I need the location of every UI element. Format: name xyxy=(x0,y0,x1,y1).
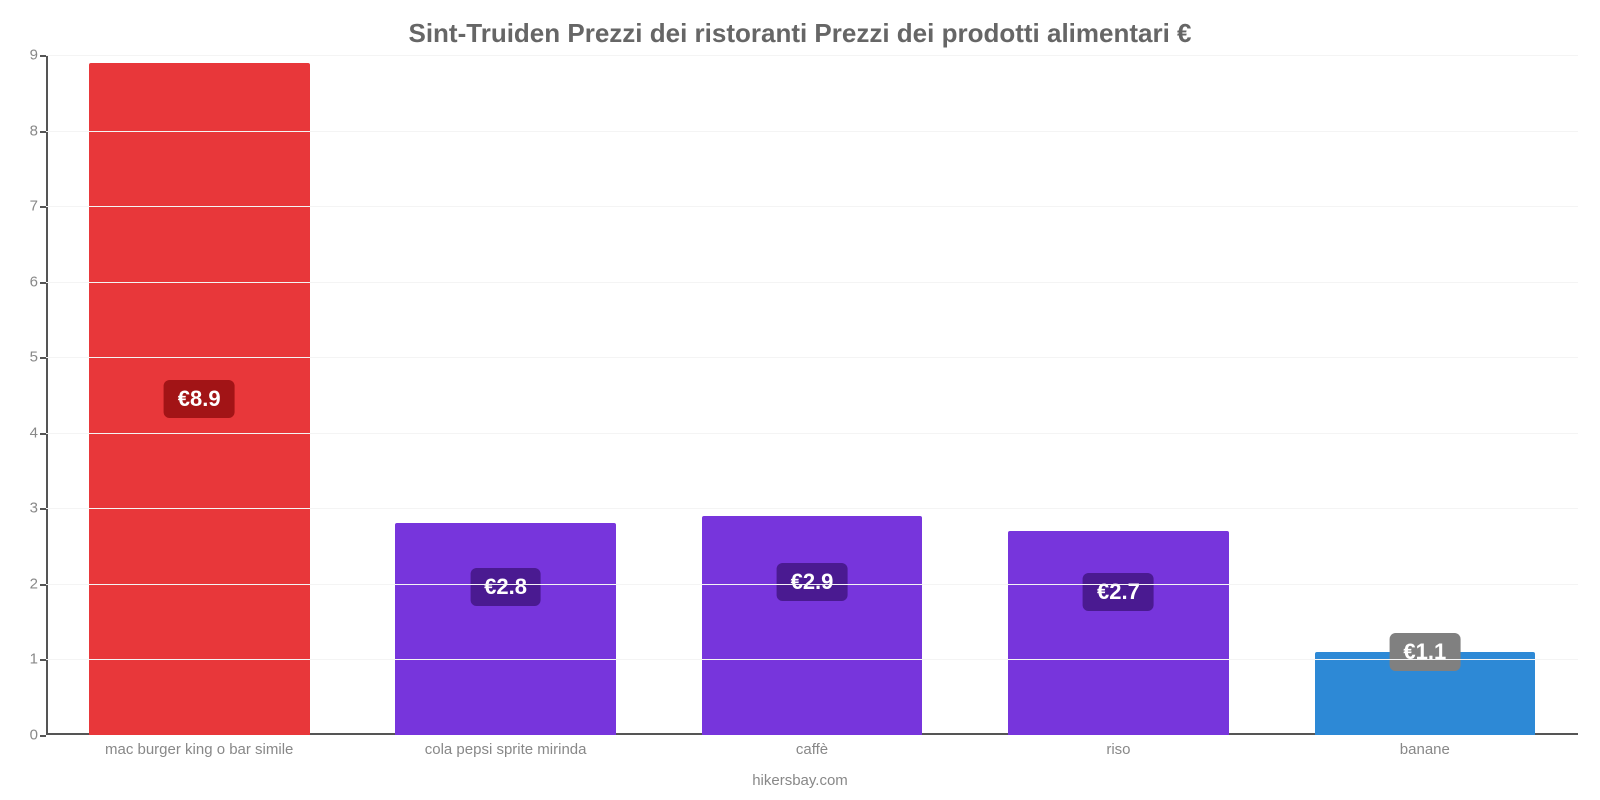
bar: €2.8 xyxy=(395,523,616,735)
x-tick-label: mac burger king o bar simile xyxy=(46,741,352,758)
bar: €8.9 xyxy=(89,63,310,735)
bar-slot: €2.7 xyxy=(965,55,1271,735)
bar: €2.9 xyxy=(702,516,923,735)
gridline xyxy=(46,131,1578,132)
y-tick-label: 4 xyxy=(30,424,46,441)
bars-container: €8.9 €2.8 €2.9 €2.7 €1.1 xyxy=(46,55,1578,735)
x-tick-label: cola pepsi sprite mirinda xyxy=(352,741,658,758)
plot-area: €8.9€2.8€2.9€2.7€1.1 0123456789 xyxy=(46,55,1578,735)
bar-slot: €2.8 xyxy=(352,55,658,735)
bar-value-label: €8.9 xyxy=(164,380,235,418)
y-tick-label: 1 xyxy=(30,651,46,668)
bar: €1.1 xyxy=(1315,652,1536,735)
chart-title: Sint-Truiden Prezzi dei ristoranti Prezz… xyxy=(0,0,1600,55)
y-tick-label: 5 xyxy=(30,349,46,366)
y-tick-label: 3 xyxy=(30,500,46,517)
y-tick-label: 2 xyxy=(30,575,46,592)
bar-value-label: €2.8 xyxy=(470,568,541,606)
y-tick-label: 6 xyxy=(30,273,46,290)
y-tick-label: 8 xyxy=(30,122,46,139)
bar-slot: €1.1 xyxy=(1272,55,1578,735)
bar-value-label: €1.1 xyxy=(1389,633,1460,671)
bar-value-label: €2.9 xyxy=(777,563,848,601)
y-tick-label: 9 xyxy=(30,47,46,64)
bar: €2.7 xyxy=(1008,531,1229,735)
gridline xyxy=(46,659,1578,660)
bar-slot: €8.9 xyxy=(46,55,352,735)
attribution: hikersbay.com xyxy=(0,772,1600,789)
bar-value-label: €2.7 xyxy=(1083,573,1154,611)
gridline xyxy=(46,433,1578,434)
gridline xyxy=(46,357,1578,358)
x-tick-label: riso xyxy=(965,741,1271,758)
gridline xyxy=(46,55,1578,56)
gridline xyxy=(46,206,1578,207)
gridline xyxy=(46,508,1578,509)
y-tick-label: 7 xyxy=(30,198,46,215)
gridline xyxy=(46,584,1578,585)
bar-slot: €2.9 xyxy=(659,55,965,735)
x-tick-label: caffè xyxy=(659,741,965,758)
gridline xyxy=(46,282,1578,283)
y-tick-label: 0 xyxy=(30,727,46,744)
x-tick-label: banane xyxy=(1272,741,1578,758)
x-labels: mac burger king o bar similecola pepsi s… xyxy=(46,741,1578,758)
